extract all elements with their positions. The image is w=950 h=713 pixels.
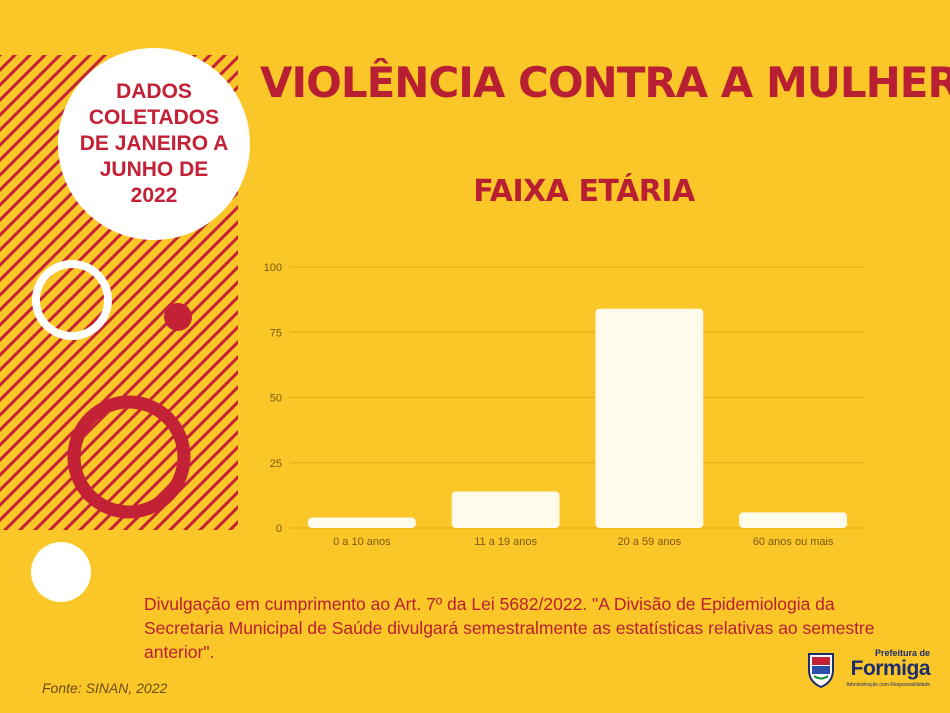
stripe-line [0,249,238,493]
red-dot [164,303,192,331]
stripe-line [137,429,238,530]
stripe-line [32,324,238,530]
stripe-line [17,309,238,530]
x-tick-label: 60 anos ou mais [753,536,834,548]
y-tick-label: 50 [270,393,282,405]
bar [307,517,416,528]
stripe-line [0,144,238,388]
stripe-line [0,55,108,163]
stripe-line [92,384,238,530]
white-dot [31,542,91,602]
y-tick-label: 75 [270,327,282,339]
bar [451,491,560,528]
stripe-line [47,339,238,530]
stripe-line [0,204,238,448]
y-tick-label: 0 [276,523,282,535]
city-logo: Prefeitura de Formiga Administração com … [806,648,931,692]
stripe-line [0,174,238,418]
bar [739,512,848,528]
logo-line1: Prefeitura de [874,648,930,658]
stripe-line [77,369,238,530]
period-badge-text: DADOS COLETADOS DE JANEIRO A JUNHO DE 20… [79,80,229,207]
legal-note: Divulgação em cumprimento ao Art. 7º da … [144,594,875,662]
logo-line2: Formiga [850,657,931,680]
period-badge: DADOS COLETADOS DE JANEIRO A JUNHO DE 20… [58,48,250,240]
stripe-line [152,444,238,530]
bar-chart: 0 25 50 75 100 0 a 10 anos 11 a 19 anos 20 a 59… [264,262,865,548]
stripe-line [0,264,238,508]
logo-line3: Administração com Responsabilidade [846,682,930,688]
source-note: Fonte: SINAN, 2022 [42,680,168,696]
stripe-line [0,189,238,433]
bar [595,308,704,528]
stripe-line [0,55,93,148]
y-tick-label: 25 [270,458,282,470]
stripe-line [0,279,238,523]
x-tick-label: 0 a 10 anos [333,536,391,548]
crest-icon [808,653,834,688]
stripe-line [0,234,238,478]
x-tick-label: 11 a 19 anos [474,536,537,548]
stripe-line [0,55,123,178]
stripe-line [0,219,238,463]
red-ring [67,395,191,519]
stripe-line [62,354,238,530]
stripe-line [0,55,3,58]
x-tick-label: 20 a 59 anos [618,536,682,548]
stripe-line [0,129,238,373]
chart-title: FAIXA ETÁRIA [473,174,695,209]
page-title: VIOLÊNCIA CONTRA A MULHER [260,58,950,107]
y-tick-label: 100 [264,262,282,274]
white-ring [32,260,112,340]
stripe-line [0,55,78,133]
stripe-line [122,414,238,530]
